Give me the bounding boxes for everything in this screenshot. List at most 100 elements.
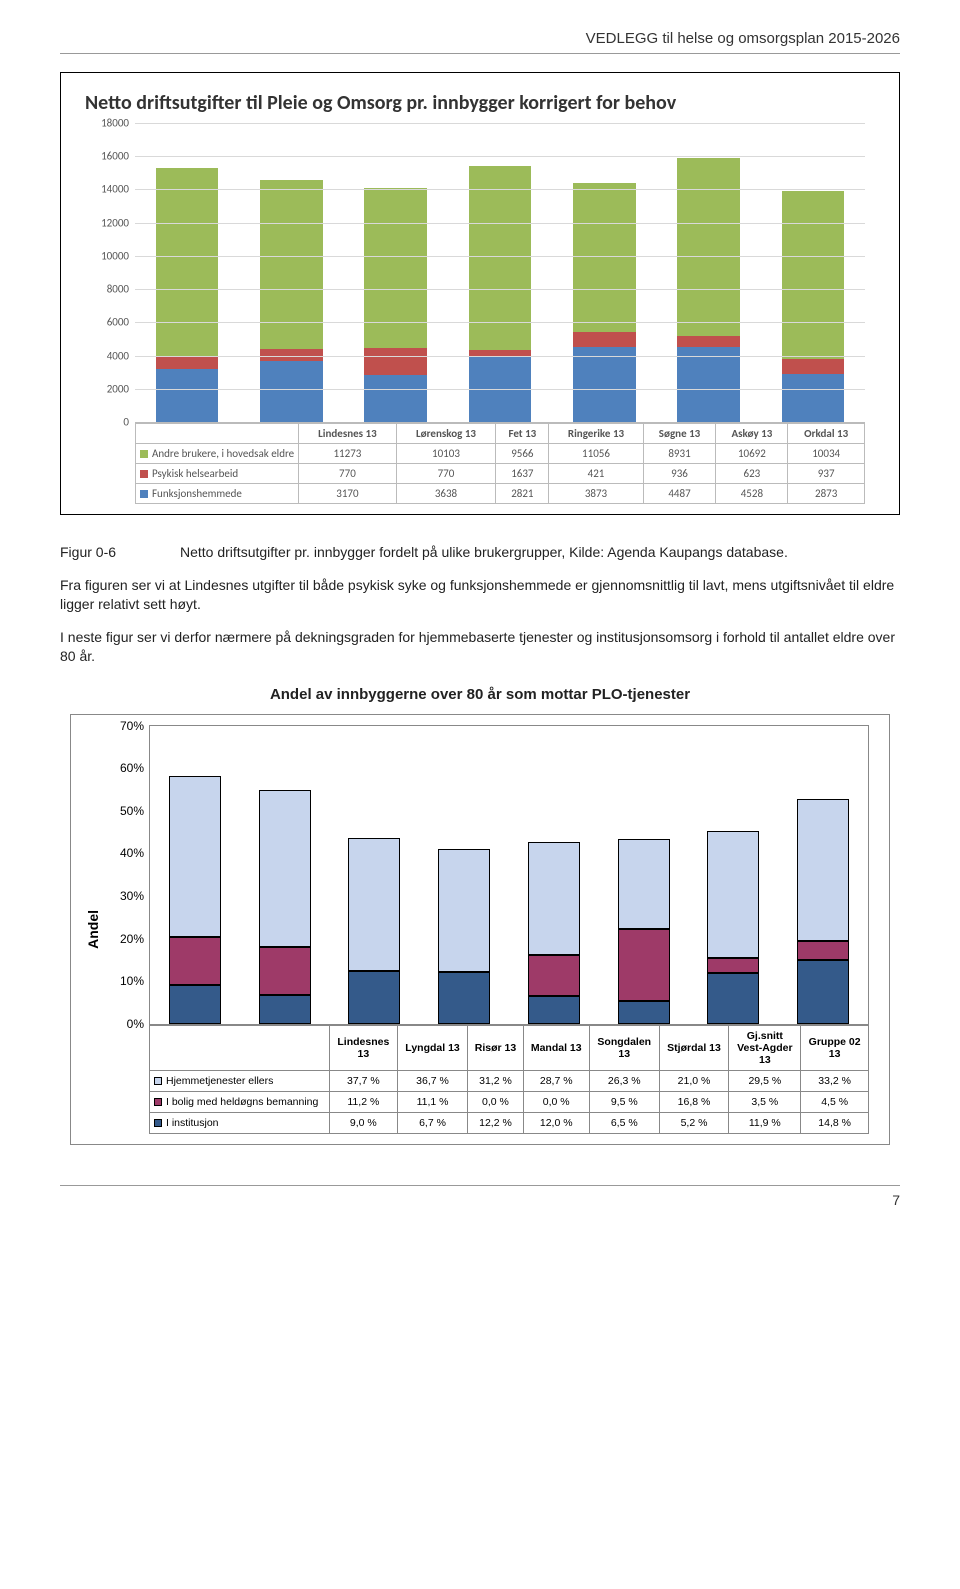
chart1-plot: 0200040006000800010000120001400016000180… xyxy=(135,123,865,423)
chart1-cell: 10103 xyxy=(396,444,496,464)
chart1-segment xyxy=(677,336,740,346)
chart2-cell: 36,7 % xyxy=(397,1070,468,1091)
chart2-cell: 6,7 % xyxy=(397,1112,468,1133)
chart2-category-header: Lindesnes13 xyxy=(330,1025,398,1070)
chart1-cell: 9566 xyxy=(496,444,549,464)
chart1-category-header: Askøy 13 xyxy=(716,424,788,444)
chart2-bar xyxy=(797,799,849,1024)
chart1-segment xyxy=(782,374,845,422)
chart2-ytick-label: 0% xyxy=(127,1017,144,1031)
chart1-cell: 1637 xyxy=(496,464,549,484)
chart1-cell: 11273 xyxy=(299,444,397,464)
chart2-category-header: Mandal 13 xyxy=(523,1025,589,1070)
chart1-category-header: Lindesnes 13 xyxy=(299,424,397,444)
chart2-plot: 0%10%20%30%40%50%60%70% xyxy=(149,725,869,1025)
chart2-cell: 14,8 % xyxy=(801,1112,869,1133)
chart2-cell: 4,5 % xyxy=(801,1091,869,1112)
chart1-cell: 2821 xyxy=(496,484,549,504)
chart2-series-label: Hjemmetjenester ellers xyxy=(150,1070,330,1091)
chart1-category-header: Fet 13 xyxy=(496,424,549,444)
chart1-ytick-label: 4000 xyxy=(107,349,129,362)
chart2-bar xyxy=(169,776,221,1024)
chart1-cell: 3873 xyxy=(549,484,643,504)
chart1-cell: 8931 xyxy=(643,444,716,464)
chart1-bars xyxy=(135,123,865,422)
chart1-ytick-label: 18000 xyxy=(101,117,129,130)
chart1-series-label: Psykisk helsearbeid xyxy=(136,464,299,484)
chart1-category-header: Ringerike 13 xyxy=(549,424,643,444)
chart2-ytick-label: 40% xyxy=(120,846,144,860)
chart1-bar xyxy=(260,180,323,422)
chart2-ytick-label: 30% xyxy=(120,889,144,903)
chart2-bar xyxy=(618,839,670,1023)
chart1-ytick-label: 10000 xyxy=(101,249,129,262)
chart2-segment xyxy=(438,849,490,972)
chart1-segment xyxy=(260,361,323,422)
chart1-ytick-label: 0 xyxy=(123,416,129,429)
chart2-bar xyxy=(438,849,490,1023)
chart1-segment xyxy=(677,347,740,422)
chart1-cell: 936 xyxy=(643,464,716,484)
chart1-segment xyxy=(782,191,845,358)
chart2-segment xyxy=(259,790,311,947)
legend-swatch-icon xyxy=(154,1119,162,1127)
chart2-bars xyxy=(150,726,868,1024)
chart2-cell: 28,7 % xyxy=(523,1070,589,1091)
chart2-segment xyxy=(707,973,759,1024)
chart2-segment xyxy=(707,958,759,973)
chart2-cell: 11,1 % xyxy=(397,1091,468,1112)
legend-swatch-icon xyxy=(140,470,148,478)
chart2-y-axis-label: Andel xyxy=(81,910,105,949)
chart2-data-table: Lindesnes13Lyngdal 13Risør 13Mandal 13So… xyxy=(149,1025,869,1134)
chart1-container: Netto driftsutgifter til Pleie og Omsorg… xyxy=(60,72,900,515)
chart1-segment xyxy=(782,359,845,375)
chart1-bar xyxy=(573,183,636,422)
chart2-bar xyxy=(259,790,311,1024)
chart2-cell: 9,0 % xyxy=(330,1112,398,1133)
legend-swatch-icon xyxy=(140,450,148,458)
chart2-cell: 0,0 % xyxy=(468,1091,523,1112)
legend-swatch-icon xyxy=(154,1077,162,1085)
chart1-segment xyxy=(364,348,427,375)
chart2-segment xyxy=(618,1001,670,1023)
chart2-cell: 31,2 % xyxy=(468,1070,523,1091)
chart1-cell: 4487 xyxy=(643,484,716,504)
chart2-cell: 3,5 % xyxy=(729,1091,801,1112)
chart2-segment xyxy=(169,937,221,985)
header-rule xyxy=(60,53,900,54)
chart2-ytick-label: 10% xyxy=(120,974,144,988)
chart2-bar xyxy=(707,831,759,1023)
chart2-segment xyxy=(169,776,221,938)
chart2-ytick-label: 60% xyxy=(120,761,144,775)
chart1-data-table: Lindesnes 13Lørenskog 13Fet 13Ringerike … xyxy=(135,423,865,504)
chart2-title: Andel av innbyggerne over 80 år som mott… xyxy=(60,685,900,705)
chart1-category-header: Søgne 13 xyxy=(643,424,716,444)
chart1-series-label: Funksjonshemmede xyxy=(136,484,299,504)
chart1-cell: 3170 xyxy=(299,484,397,504)
chart2-segment xyxy=(618,929,670,1001)
chart1-ytick-label: 12000 xyxy=(101,216,129,229)
chart1-cell: 10034 xyxy=(788,444,865,464)
chart2-segment xyxy=(797,799,849,941)
chart2-segment xyxy=(259,947,311,995)
chart1-ytick-label: 2000 xyxy=(107,382,129,395)
paragraph-1: Fra figuren ser vi at Lindesnes utgifter… xyxy=(60,576,900,614)
chart1-cell: 770 xyxy=(396,464,496,484)
page-footer: 7 xyxy=(60,1185,900,1208)
chart1-category-header: Orkdal 13 xyxy=(788,424,865,444)
chart2-cell: 26,3 % xyxy=(589,1070,659,1091)
chart1-ytick-label: 16000 xyxy=(101,150,129,163)
chart2-segment xyxy=(618,839,670,929)
chart2-segment xyxy=(348,838,400,972)
chart2-segment xyxy=(707,831,759,957)
chart2-ytick-label: 70% xyxy=(120,719,144,733)
chart1-bar xyxy=(782,191,845,422)
chart2-category-header: Risør 13 xyxy=(468,1025,523,1070)
chart1-segment xyxy=(364,188,427,347)
chart2-cell: 37,7 % xyxy=(330,1070,398,1091)
chart2-category-header: Songdalen13 xyxy=(589,1025,659,1070)
chart2-cell: 12,2 % xyxy=(468,1112,523,1133)
figure-caption-label: Figur 0-6 xyxy=(60,543,180,562)
chart2-cell: 9,5 % xyxy=(589,1091,659,1112)
chart2-series-label: I institusjon xyxy=(150,1112,330,1133)
